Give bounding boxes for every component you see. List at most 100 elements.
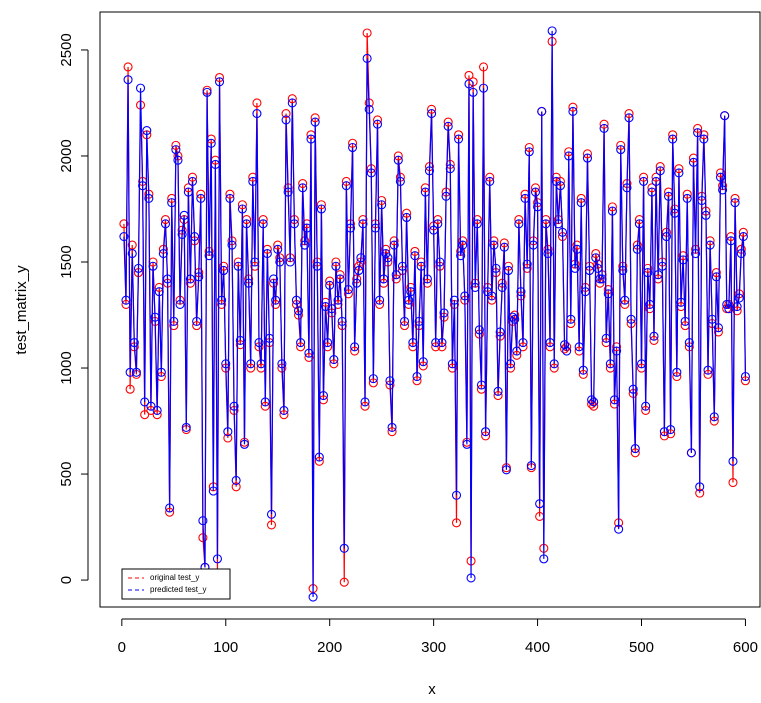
y-tick-label: 0 bbox=[58, 576, 75, 584]
point bbox=[506, 363, 516, 373]
point bbox=[169, 316, 179, 326]
point bbox=[470, 282, 480, 292]
point bbox=[591, 248, 601, 259]
point bbox=[339, 577, 349, 587]
point bbox=[518, 342, 528, 352]
point bbox=[458, 236, 468, 246]
point bbox=[410, 246, 420, 256]
series-line bbox=[123, 30, 747, 598]
point bbox=[256, 359, 266, 369]
point bbox=[285, 257, 295, 267]
x-tick-label: 500 bbox=[629, 639, 654, 656]
point bbox=[348, 138, 358, 148]
point bbox=[678, 251, 688, 261]
point bbox=[481, 427, 491, 437]
point bbox=[375, 295, 385, 305]
point bbox=[214, 77, 225, 87]
x-tick-label: 200 bbox=[317, 639, 342, 656]
point bbox=[718, 185, 728, 195]
point bbox=[352, 278, 362, 288]
point bbox=[624, 109, 634, 119]
point bbox=[310, 117, 320, 127]
point bbox=[474, 325, 484, 335]
y-axis-label: test_matrix_y bbox=[13, 265, 30, 355]
point bbox=[497, 282, 507, 292]
point bbox=[152, 405, 162, 415]
legend: original test_y predicted test_y bbox=[121, 568, 231, 600]
point bbox=[198, 516, 208, 526]
point bbox=[150, 312, 160, 322]
point bbox=[584, 265, 595, 276]
point bbox=[242, 219, 252, 229]
point bbox=[273, 244, 283, 254]
point bbox=[262, 248, 272, 259]
point bbox=[379, 274, 389, 284]
point bbox=[684, 338, 694, 348]
point bbox=[618, 265, 628, 276]
point bbox=[454, 134, 464, 144]
point bbox=[248, 172, 258, 182]
point bbox=[412, 376, 422, 386]
point bbox=[730, 198, 740, 208]
point bbox=[672, 367, 682, 377]
point bbox=[219, 261, 229, 271]
point bbox=[372, 119, 383, 129]
point bbox=[730, 193, 740, 203]
point bbox=[281, 115, 291, 125]
point bbox=[412, 371, 422, 382]
point bbox=[468, 87, 478, 97]
point bbox=[524, 147, 534, 157]
point bbox=[316, 204, 326, 214]
point bbox=[402, 212, 412, 223]
point bbox=[699, 130, 709, 140]
point bbox=[389, 240, 399, 250]
point bbox=[549, 359, 559, 369]
point bbox=[528, 240, 538, 250]
legend-box bbox=[121, 568, 231, 600]
point bbox=[377, 195, 387, 206]
point bbox=[649, 335, 659, 346]
point bbox=[160, 215, 171, 225]
point bbox=[643, 268, 653, 278]
point bbox=[366, 168, 376, 178]
point bbox=[298, 178, 308, 189]
point bbox=[408, 338, 418, 348]
point bbox=[433, 219, 443, 229]
point bbox=[713, 323, 723, 333]
point bbox=[402, 208, 412, 218]
point bbox=[661, 232, 672, 242]
legend-label: predicted test_y bbox=[150, 585, 206, 594]
point bbox=[192, 321, 202, 331]
point bbox=[456, 251, 466, 261]
point bbox=[229, 401, 239, 411]
point bbox=[325, 276, 335, 286]
point bbox=[341, 176, 351, 186]
point bbox=[273, 240, 283, 250]
point bbox=[223, 433, 233, 443]
point bbox=[223, 427, 233, 437]
point bbox=[545, 338, 555, 348]
point bbox=[337, 316, 347, 326]
point bbox=[612, 346, 622, 356]
point bbox=[437, 338, 447, 348]
point bbox=[406, 282, 416, 292]
point bbox=[624, 113, 634, 123]
point bbox=[133, 263, 144, 273]
point bbox=[514, 219, 524, 229]
point bbox=[196, 189, 206, 199]
point bbox=[580, 287, 590, 297]
point bbox=[711, 272, 721, 282]
point bbox=[657, 261, 667, 271]
point bbox=[254, 338, 264, 348]
point bbox=[682, 189, 692, 199]
point bbox=[522, 263, 532, 273]
point bbox=[512, 350, 522, 360]
point bbox=[639, 176, 649, 186]
point bbox=[169, 321, 179, 331]
point bbox=[323, 338, 333, 348]
point bbox=[360, 397, 370, 407]
point bbox=[183, 187, 193, 197]
point bbox=[431, 338, 441, 348]
point bbox=[350, 346, 360, 356]
point bbox=[187, 172, 198, 182]
